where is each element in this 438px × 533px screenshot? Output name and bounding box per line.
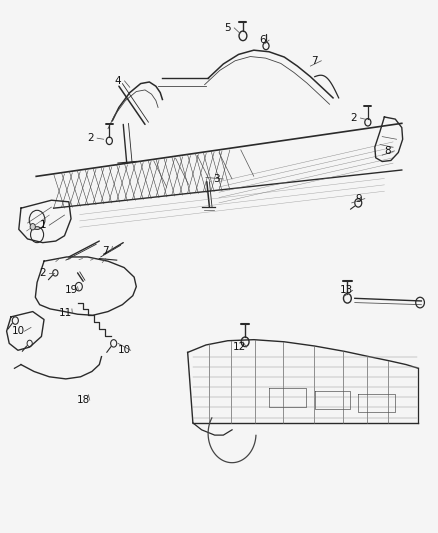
Text: 12: 12: [233, 342, 247, 352]
Text: 7: 7: [311, 56, 318, 66]
Text: 19: 19: [65, 285, 78, 295]
Text: 1: 1: [39, 220, 46, 230]
Text: 10: 10: [11, 326, 25, 336]
Circle shape: [30, 223, 35, 230]
Text: 2: 2: [39, 268, 46, 278]
Text: 13: 13: [339, 285, 353, 295]
Text: 9: 9: [355, 193, 362, 204]
Text: 3: 3: [213, 174, 220, 184]
Text: 10: 10: [117, 345, 131, 356]
Text: 5: 5: [224, 23, 231, 33]
Text: 6: 6: [259, 35, 266, 45]
Text: 2: 2: [87, 133, 94, 143]
Text: 11: 11: [59, 308, 72, 318]
Text: 2: 2: [350, 113, 357, 123]
Text: 7: 7: [102, 246, 108, 256]
Text: 4: 4: [115, 76, 121, 86]
Text: 8: 8: [385, 146, 391, 156]
Text: 18: 18: [77, 395, 90, 405]
